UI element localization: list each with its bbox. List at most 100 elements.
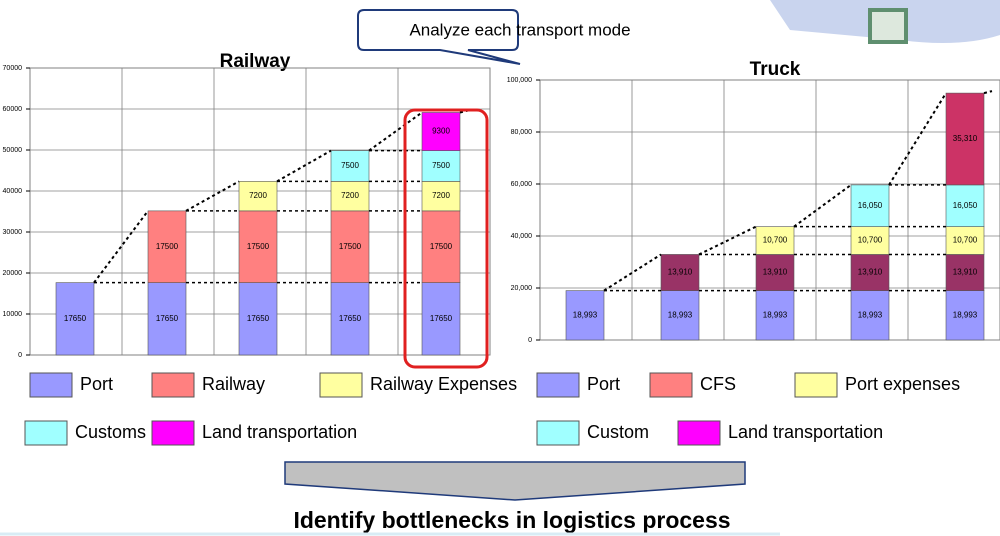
legend-label: Port expenses (845, 374, 960, 394)
value-label: 7200 (249, 191, 267, 200)
bar-segment (421, 181, 461, 212)
highlight-frame (403, 108, 489, 369)
bar-segment (330, 181, 370, 212)
bar-segment (850, 184, 890, 227)
legend-label: Customs (75, 422, 146, 442)
value-label: 17650 (339, 314, 362, 323)
legend-label: Railway Expenses (370, 374, 517, 394)
y-tick-label: 60,000 (511, 181, 533, 188)
bar-segment (421, 112, 461, 151)
bar-segment (55, 282, 95, 356)
legend-swatch (677, 420, 721, 446)
bar-segment (945, 226, 985, 255)
bar-segment (238, 282, 278, 356)
legend-swatch (536, 372, 580, 398)
bar-segment (147, 282, 187, 356)
bar-segment (147, 210, 187, 283)
value-label: 18,993 (953, 310, 978, 319)
connector (983, 90, 993, 95)
bar-segment (421, 210, 461, 283)
value-label: 13,910 (763, 268, 788, 277)
value-label: 10,700 (858, 236, 883, 245)
value-label: 17650 (247, 314, 270, 323)
y-tick-label: 30000 (3, 229, 23, 236)
y-tick-label: 0 (528, 337, 532, 344)
connector (888, 92, 947, 186)
value-label: 9300 (432, 127, 450, 136)
value-label: 13,910 (953, 268, 978, 277)
y-tick-label: 0 (18, 352, 22, 359)
value-label: 35,310 (953, 134, 978, 143)
value-label: 18,993 (668, 310, 693, 319)
value-label: 17500 (247, 242, 270, 251)
legend-label: Land transportation (728, 422, 883, 442)
value-label: 18,993 (763, 310, 788, 319)
bar-segment (565, 290, 605, 341)
legend-swatch (151, 372, 195, 398)
legend-swatch (536, 420, 580, 446)
conclusion: Identify bottlenecks in logistics proces… (293, 507, 730, 533)
chart-title: Truck (750, 59, 801, 80)
legend-swatch (151, 420, 195, 446)
connector (185, 180, 240, 212)
value-label: 18,993 (858, 310, 883, 319)
value-label: 16,050 (953, 201, 978, 210)
value-label: 17500 (156, 242, 179, 251)
legend-swatch (649, 372, 693, 398)
y-tick-label: 40,000 (511, 233, 533, 240)
legend-swatch (24, 420, 68, 446)
bar-segment (850, 290, 890, 341)
legend-swatch (794, 372, 838, 398)
value-label: 13,910 (668, 268, 693, 277)
value-label: 18,993 (573, 310, 598, 319)
truck-illustration (770, 0, 1000, 44)
legend-label: Port (587, 374, 620, 394)
value-label: 17650 (156, 314, 179, 323)
connector (603, 253, 662, 292)
bar-segment (238, 181, 278, 212)
y-tick-label: 60000 (3, 106, 23, 113)
bar-segment (755, 226, 795, 255)
value-label: 17500 (430, 242, 453, 251)
value-label: 17650 (430, 314, 453, 323)
y-tick-label: 20,000 (511, 285, 533, 292)
y-tick-label: 40000 (3, 188, 23, 195)
y-tick-label: 100,000 (507, 77, 532, 84)
bar-segment (850, 226, 890, 255)
bar-segment (238, 210, 278, 283)
value-label: 7500 (432, 161, 450, 170)
bar-segment (945, 184, 985, 227)
value-label: 7200 (341, 191, 359, 200)
value-label: 10,700 (953, 236, 978, 245)
callout-box (357, 9, 521, 65)
legend-swatch (319, 372, 363, 398)
bar-segment (850, 254, 890, 291)
callout-text: Analyze each transport mode (409, 20, 630, 39)
bar-segment (755, 254, 795, 291)
bar-segment (330, 282, 370, 356)
bar-segment (755, 290, 795, 341)
legend-label: CFS (700, 374, 736, 394)
y-tick-label: 80,000 (511, 129, 533, 136)
bar-segment (330, 210, 370, 283)
bar-segment (660, 254, 700, 291)
connector (93, 210, 149, 284)
connector (698, 225, 757, 256)
bar-segment (330, 150, 370, 182)
value-label: 7200 (432, 191, 450, 200)
value-label: 10,700 (763, 236, 788, 245)
bar-segment (660, 290, 700, 341)
legend-label: Port (80, 374, 113, 394)
value-label: 13,910 (858, 268, 883, 277)
value-label: 16,050 (858, 201, 883, 210)
legend-label: Custom (587, 422, 649, 442)
connector (368, 111, 423, 152)
bar-segment (945, 92, 985, 186)
connector (276, 149, 332, 183)
value-label: 7500 (341, 161, 359, 170)
legend-label: Railway (202, 374, 265, 394)
y-tick-label: 10000 (3, 311, 23, 318)
y-tick-label: 70000 (3, 65, 23, 72)
down-arrow (284, 461, 746, 501)
